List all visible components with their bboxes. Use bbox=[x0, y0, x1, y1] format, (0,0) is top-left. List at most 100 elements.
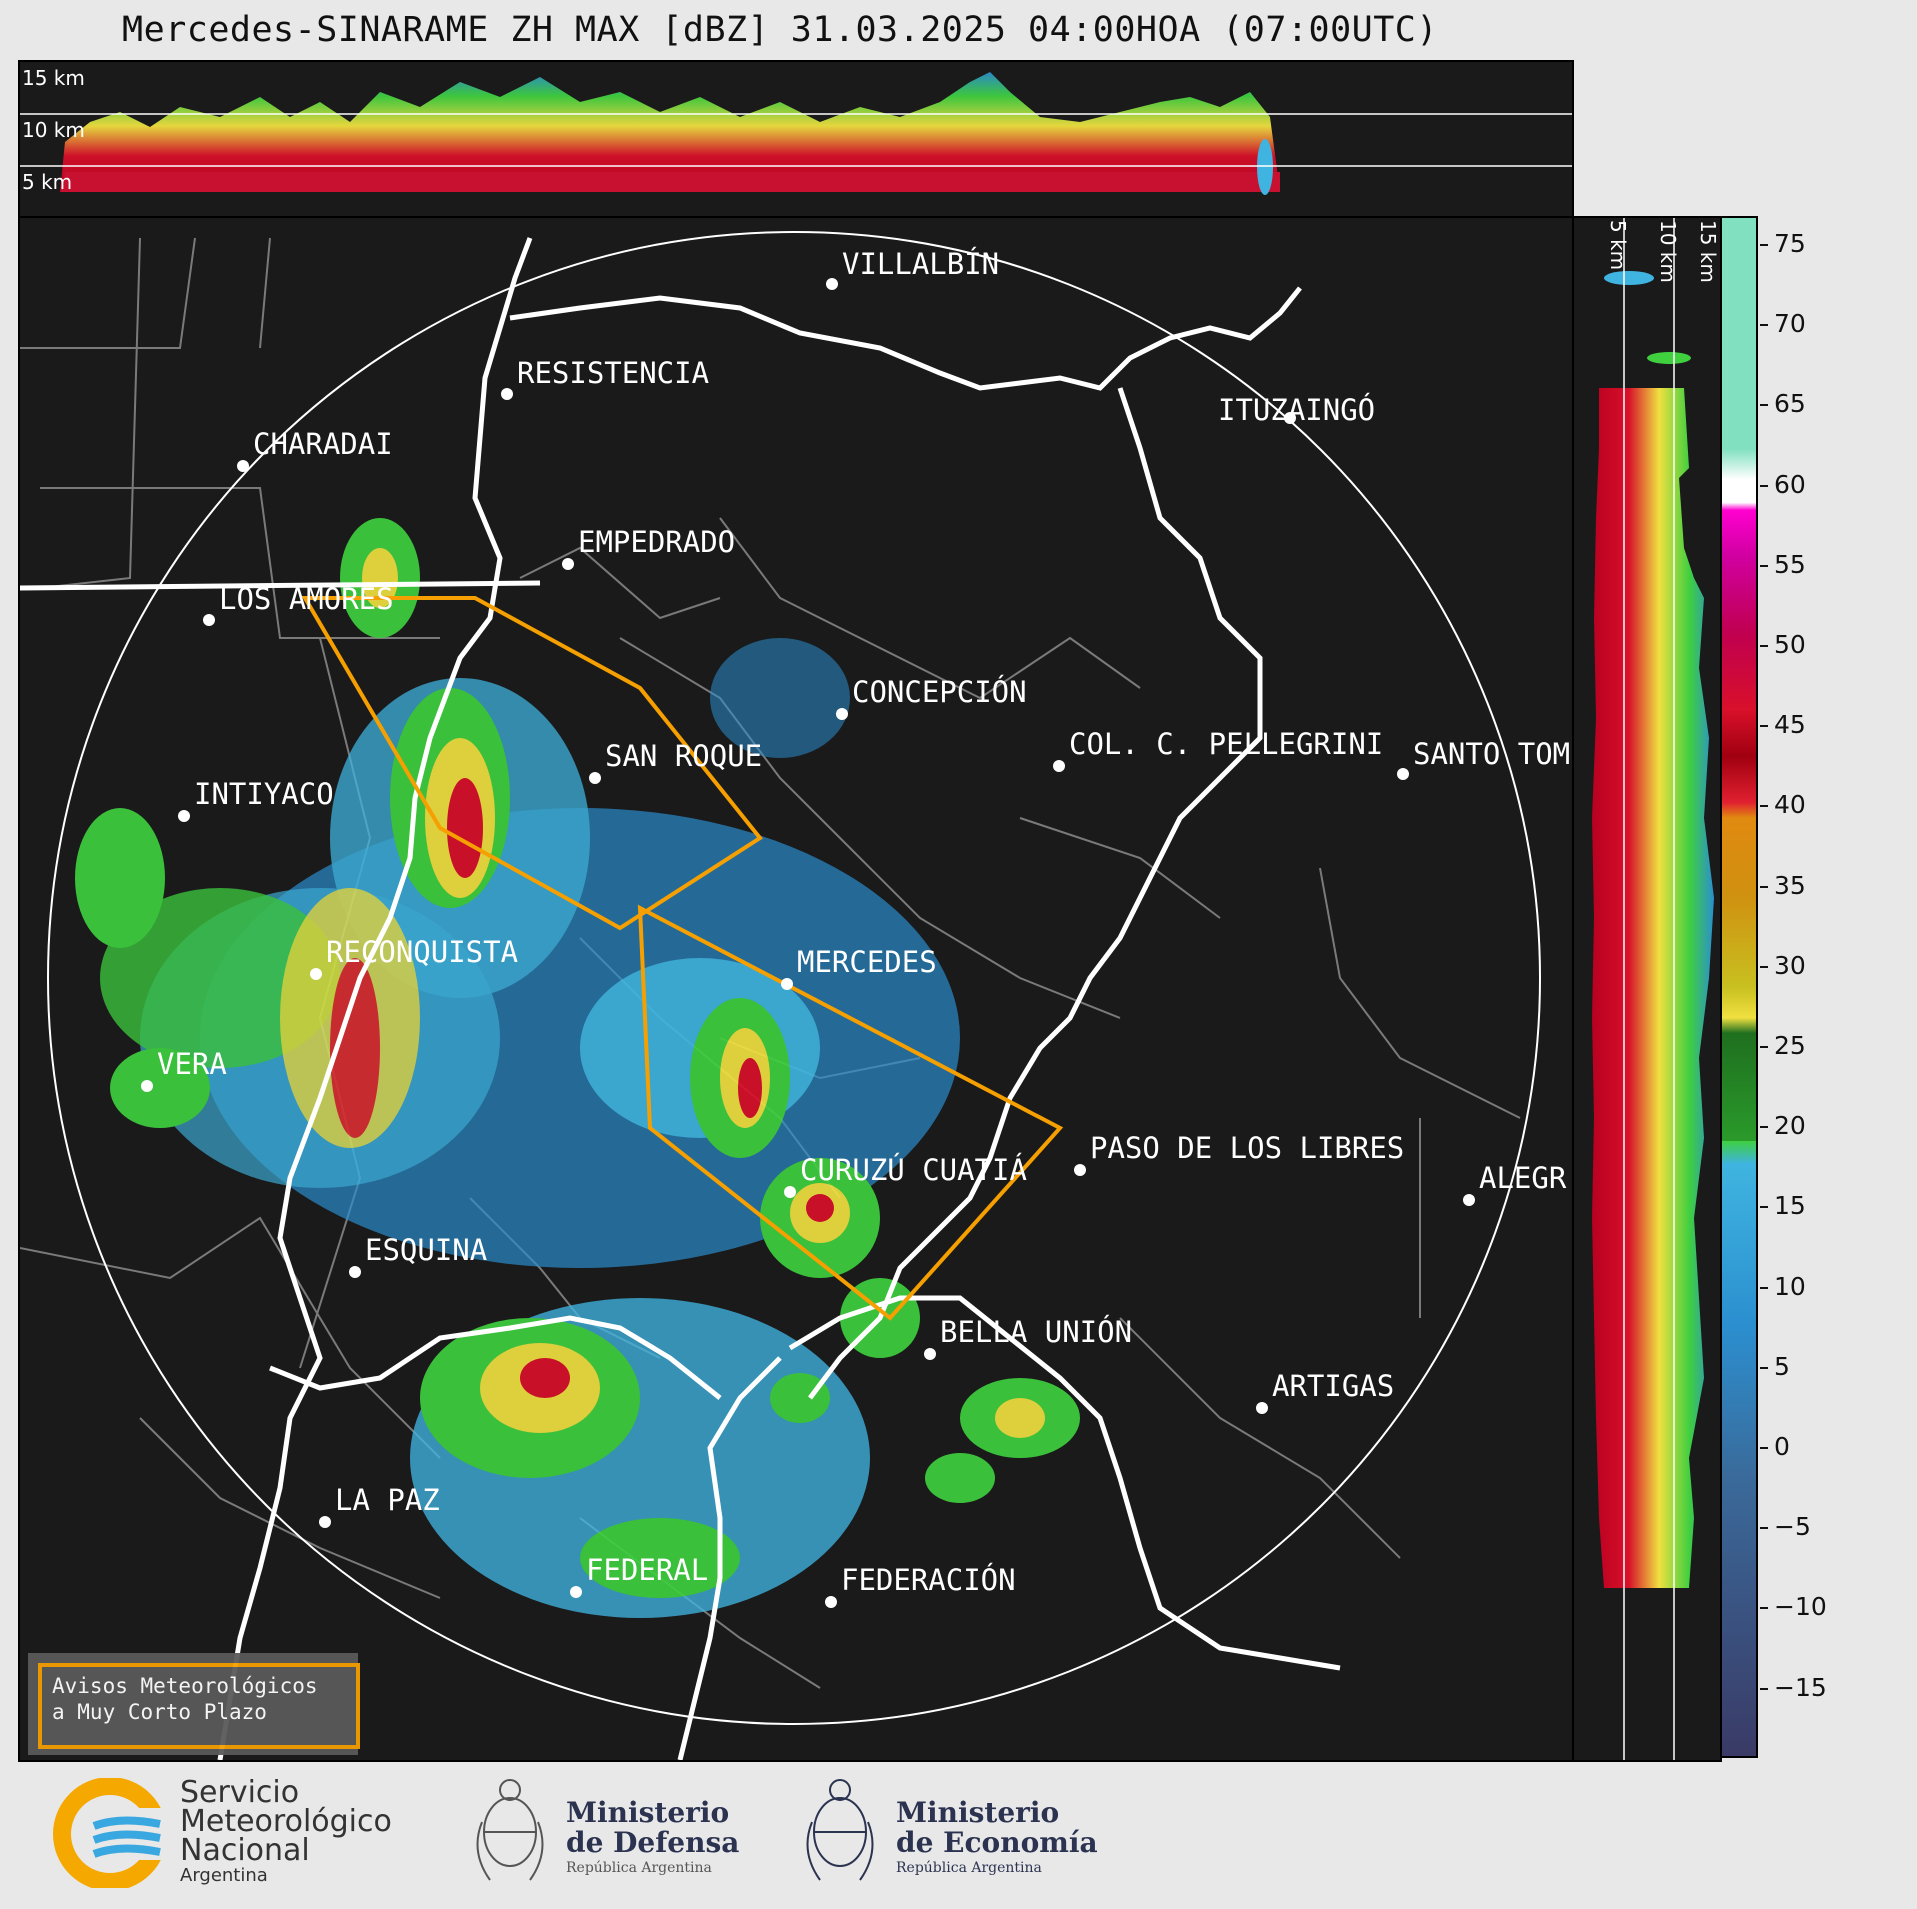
colorbar-tick-label: 25 bbox=[1774, 1031, 1806, 1060]
city-reconquista: RECONQUISTA bbox=[310, 935, 518, 980]
side-alt-15: 15 km bbox=[1696, 220, 1720, 283]
warning-polygon-mercedes bbox=[637, 904, 1064, 1321]
colorbar-tick-mark bbox=[1760, 1366, 1768, 1369]
top-alt-10: 10 km bbox=[22, 118, 85, 142]
city-col-c-pellegrini: COL. C. PELLEGRINI bbox=[1053, 727, 1383, 772]
city-federacion: FEDERACIÓN bbox=[825, 1563, 1016, 1608]
svg-text:VILLALBÍN: VILLALBÍN bbox=[842, 247, 999, 281]
svg-text:EMPEDRADO: EMPEDRADO bbox=[578, 525, 735, 559]
city-charadai: CHARADAI bbox=[237, 427, 393, 472]
colorbar-tick-mark bbox=[1760, 1046, 1768, 1048]
svg-text:PASO DE LOS LIBRES: PASO DE LOS LIBRES bbox=[1090, 1131, 1404, 1165]
side-altitude-profile: 5 km 10 km 15 km bbox=[1572, 216, 1722, 1762]
svg-text:INTIYACO: INTIYACO bbox=[194, 777, 334, 811]
city-artigas: ARTIGAS bbox=[1256, 1369, 1394, 1414]
city-esquina: ESQUINA bbox=[349, 1233, 487, 1278]
colorbar-tick-label: 65 bbox=[1774, 389, 1806, 419]
city-curuzu-cuatia: CURUZÚ CUATIÁ bbox=[784, 1153, 1027, 1198]
svg-text:CURUZÚ CUATIÁ: CURUZÚ CUATIÁ bbox=[800, 1153, 1027, 1187]
city-intiyaco: INTIYACO bbox=[178, 777, 334, 822]
colorbar-tick-mark bbox=[1760, 1447, 1768, 1449]
radar-map: VILLALBÍN RESISTENCIA CHARADAI ITUZAINGÓ… bbox=[18, 216, 1574, 1762]
top-altitude-profile: 15 km 10 km 5 km bbox=[18, 60, 1574, 218]
warning-legend-line2: a Muy Corto Plazo bbox=[52, 1700, 267, 1724]
colorbar-tick-label: 10 bbox=[1774, 1271, 1806, 1301]
colorbar-tick-mark bbox=[1760, 1687, 1768, 1690]
city-empedrado: EMPEDRADO bbox=[562, 525, 735, 570]
colorbar-tick-label: 40 bbox=[1774, 790, 1806, 820]
colorbar-tick-label: 60 bbox=[1774, 469, 1806, 499]
top-profile-tail bbox=[1257, 139, 1273, 195]
country-borders bbox=[20, 237, 1341, 1760]
city-alegrete: ALEGR bbox=[1463, 1161, 1567, 1206]
svg-text:LA PAZ: LA PAZ bbox=[335, 1483, 440, 1517]
smn-line2: Meteorológico bbox=[180, 1804, 392, 1839]
economia-logo: Ministerio de Economía República Argenti… bbox=[800, 1762, 1100, 1902]
colorbar-tick-mark bbox=[1760, 564, 1768, 567]
colorbar-tick-mark bbox=[1760, 1126, 1768, 1129]
colorbar-tick-mark bbox=[1760, 805, 1768, 808]
economia-line3: República Argentina bbox=[896, 1860, 1042, 1876]
colorbar-tick-mark bbox=[1760, 965, 1768, 968]
side-profile-echo bbox=[1592, 388, 1714, 1588]
economia-line2: de Economía bbox=[896, 1826, 1098, 1859]
colorbar-tick-label: 20 bbox=[1774, 1111, 1806, 1141]
colorbar-tick-mark bbox=[1760, 244, 1768, 246]
colorbar-tick-label: 30 bbox=[1774, 950, 1806, 980]
colorbar-tick-label: 50 bbox=[1774, 630, 1806, 659]
svg-text:SANTO TOM: SANTO TOM bbox=[1413, 737, 1570, 771]
svg-text:COL. C. PELLEGRINI: COL. C. PELLEGRINI bbox=[1069, 727, 1383, 761]
top-profile-chart bbox=[20, 72, 1572, 195]
smn-line1: Servicio bbox=[180, 1775, 300, 1810]
city-resistencia: RESISTENCIA bbox=[501, 356, 709, 400]
colorbar-tick-mark bbox=[1760, 404, 1768, 407]
colorbar-tick-mark bbox=[1760, 725, 1768, 728]
smn-line4: Argentina bbox=[180, 1865, 268, 1886]
colorbar-tick-mark bbox=[1760, 484, 1768, 487]
svg-text:ARTIGAS: ARTIGAS bbox=[1272, 1369, 1394, 1403]
colorbar-tick-label: −5 bbox=[1774, 1512, 1811, 1542]
city-san-roque: SAN ROQUE bbox=[589, 739, 762, 784]
svg-text:MERCEDES: MERCEDES bbox=[797, 945, 937, 979]
smn-line3: Nacional bbox=[180, 1833, 310, 1868]
colorbar-tick-mark bbox=[1760, 1607, 1768, 1610]
svg-text:RESISTENCIA: RESISTENCIA bbox=[517, 356, 709, 390]
svg-text:BELLA UNIÓN: BELLA UNIÓN bbox=[940, 1315, 1132, 1349]
colorbar-tick-mark bbox=[1760, 645, 1768, 647]
warning-legend-inner: Avisos Meteorológicos a Muy Corto Plazo bbox=[38, 1663, 360, 1749]
city-la-paz: LA PAZ bbox=[319, 1483, 440, 1528]
colorbar-tick-mark bbox=[1760, 1286, 1768, 1289]
colorbar-tick-label: 70 bbox=[1774, 309, 1806, 339]
colorbar-tick-label: 75 bbox=[1774, 229, 1806, 258]
smn-emblem-icon bbox=[53, 1778, 170, 1888]
city-santo-tome: SANTO TOM bbox=[1397, 737, 1570, 780]
top-profile-echo bbox=[60, 72, 1280, 192]
side-alt-5: 5 km bbox=[1606, 220, 1630, 271]
colorbar-tick-label: 5 bbox=[1774, 1351, 1790, 1381]
city-los-amores: LOS AMORES bbox=[203, 582, 394, 626]
colorbar-tick-label: −10 bbox=[1774, 1592, 1827, 1622]
colorbar-tick-label: 15 bbox=[1774, 1191, 1806, 1221]
city-vera: VERA bbox=[141, 1047, 227, 1092]
colorbar-tick-label: 55 bbox=[1774, 549, 1806, 579]
svg-text:SAN ROQUE: SAN ROQUE bbox=[605, 739, 762, 773]
warning-polygons bbox=[301, 596, 1064, 1321]
svg-text:VERA: VERA bbox=[157, 1047, 227, 1081]
warning-legend-line1: Avisos Meteorológicos bbox=[52, 1674, 318, 1698]
svg-text:CONCEPCIÓN: CONCEPCIÓN bbox=[852, 675, 1027, 709]
warning-polygon-north bbox=[301, 596, 763, 931]
city-villalbin: VILLALBÍN bbox=[826, 247, 999, 290]
dbz-colorbar bbox=[1720, 216, 1758, 1758]
colorbar-tick-label: 45 bbox=[1774, 710, 1806, 740]
city-paso-de-los-libres: PASO DE LOS LIBRES bbox=[1074, 1131, 1404, 1176]
top-profile-core bbox=[60, 172, 1280, 192]
colorbar-tick-mark bbox=[1760, 1206, 1768, 1209]
top-alt-15: 15 km bbox=[22, 66, 85, 90]
colorbar-tick-mark bbox=[1760, 885, 1768, 888]
defensa-line1: Ministerio bbox=[566, 1796, 730, 1829]
colorbar-tick-label: −15 bbox=[1774, 1672, 1827, 1702]
svg-text:ESQUINA: ESQUINA bbox=[365, 1233, 487, 1267]
svg-text:CHARADAI: CHARADAI bbox=[253, 427, 393, 461]
city-ituzaingo: ITUZAINGÓ bbox=[1218, 393, 1375, 427]
svg-text:LOS AMORES: LOS AMORES bbox=[219, 582, 394, 616]
